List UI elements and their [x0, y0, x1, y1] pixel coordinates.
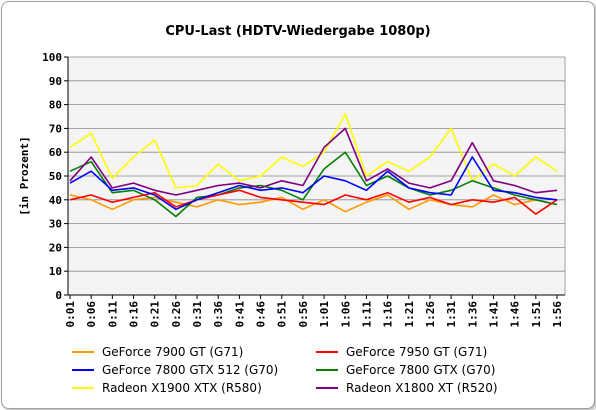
- legend-label: Radeon X1900 XTX (R580): [102, 381, 262, 395]
- grid-lines: [68, 56, 566, 296]
- chart-title: CPU-Last (HDTV-Wiedergabe 1080p): [165, 24, 430, 39]
- y-tick-label: 60: [49, 146, 62, 159]
- x-tick-label: 0:11: [106, 301, 119, 328]
- y-tick-labels: 0 10 20 30 40 50 60 70 80 90 100: [42, 51, 62, 302]
- x-tick-label: 1:46: [509, 301, 522, 328]
- legend: GeForce 7900 GT (G71) GeForce 7950 GT (G7…: [72, 345, 498, 395]
- x-tick-label: 0:01: [64, 301, 77, 328]
- x-tick-label: 1:31: [445, 301, 458, 328]
- series-line: [69, 127, 558, 196]
- x-tick-label: 0:26: [170, 301, 183, 328]
- y-tick-label: 20: [49, 241, 62, 254]
- legend-label: GeForce 7800 GTX 512 (G70): [102, 363, 278, 377]
- x-tick-label: 0:46: [255, 301, 268, 328]
- x-tick-label: 1:26: [424, 301, 437, 328]
- x-tick-labels: 0:01 0:06 0:11 0:16 0:21 0:26 0:31 0:36 0:41 0:46…: [64, 301, 564, 328]
- x-tick-label: 1:36: [466, 301, 479, 328]
- y-tick-label: 100: [42, 51, 62, 64]
- x-tick-label: 1:01: [318, 301, 331, 328]
- legend-label: GeForce 7900 GT (G71): [102, 345, 243, 359]
- x-tick-label: 1:51: [530, 301, 543, 328]
- x-tick-label: 1:16: [382, 301, 395, 328]
- y-tick-label: 30: [49, 218, 62, 231]
- x-tick-label: 0:06: [85, 301, 98, 328]
- series-line: [69, 113, 558, 189]
- y-tick-label: 80: [49, 99, 62, 112]
- legend-label: GeForce 7950 GT (G71): [346, 345, 487, 359]
- x-tick-label: 1:56: [551, 301, 564, 328]
- series-line: [69, 156, 558, 211]
- x-tick-label: 1:41: [487, 301, 500, 328]
- y-axis-label: [in Prozent]: [18, 136, 31, 215]
- legend-label: Radeon X1800 XT (R520): [346, 381, 498, 395]
- x-tick-label: 0:16: [128, 301, 141, 328]
- x-tick-label: 0:56: [297, 301, 310, 328]
- x-tick-label: 0:41: [233, 301, 246, 328]
- y-tick-label: 40: [49, 194, 62, 207]
- series-lines: [69, 113, 558, 218]
- y-tick-label: 90: [49, 75, 62, 88]
- legend-label: GeForce 7800 GTX (G70): [346, 363, 495, 377]
- y-tick-label: 50: [49, 170, 62, 183]
- x-tick-label: 0:21: [149, 301, 162, 328]
- y-tick-label: 10: [49, 265, 62, 278]
- y-tick-label: 70: [49, 122, 62, 135]
- x-tick-label: 0:31: [191, 301, 204, 328]
- x-tick-label: 0:36: [212, 301, 225, 328]
- x-tick-label: 1:06: [339, 301, 352, 328]
- axes: [64, 56, 565, 299]
- y-tick-label: 0: [55, 289, 62, 302]
- x-tick-label: 1:21: [403, 301, 416, 328]
- x-tick-label: 0:51: [276, 301, 289, 328]
- x-tick-label: 1:11: [360, 301, 373, 328]
